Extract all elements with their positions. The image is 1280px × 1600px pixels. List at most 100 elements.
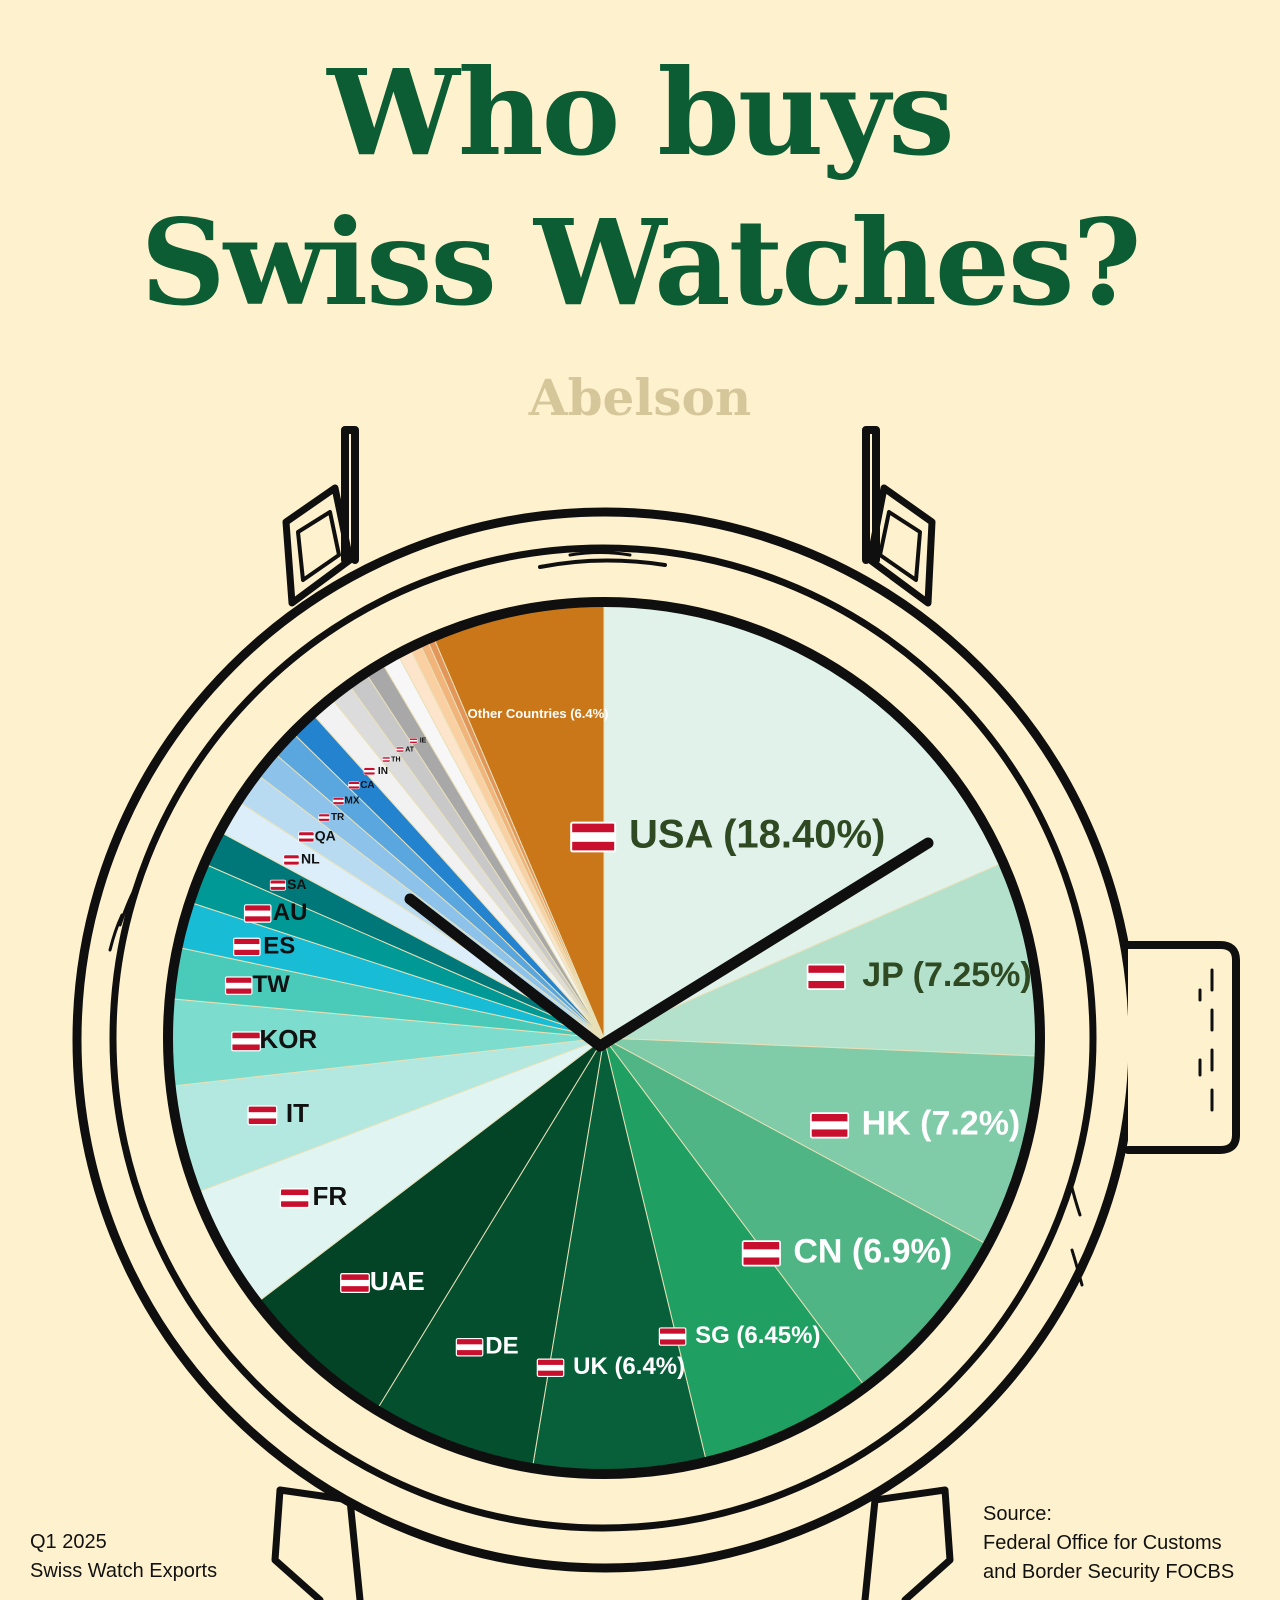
qa-flag-icon-stripe bbox=[298, 835, 315, 839]
pie-label-text-qa: QA bbox=[315, 828, 336, 844]
pie-label-text-other-countries-6-4: Other Countries (6.4%) bbox=[468, 706, 609, 721]
pie-label-text-ca: CA bbox=[360, 780, 374, 791]
brand-logo-text: Abelson bbox=[528, 368, 752, 427]
pie-label-text-uk-6-4: UK (6.4%) bbox=[573, 1353, 685, 1380]
hk-flag-icon-stripe bbox=[810, 1121, 849, 1130]
jp-flag-icon-stripe bbox=[807, 972, 845, 981]
pie-label-text-es: ES bbox=[263, 932, 295, 959]
pie-label-text-de: DE bbox=[485, 1333, 518, 1360]
sg-flag-icon-stripe bbox=[659, 1333, 686, 1340]
cn-flag-icon-stripe bbox=[742, 1249, 781, 1258]
de-flag-icon-stripe bbox=[456, 1344, 483, 1351]
pie-label-cn-6-9: CN (6.9%) bbox=[741, 1232, 952, 1270]
pie-label-usa-18-40: USA (18.40%) bbox=[570, 813, 885, 857]
pie-label-text-tr: TR bbox=[331, 812, 345, 823]
pie-label-th: TH bbox=[382, 756, 401, 763]
mx-flag-icon-stripe bbox=[333, 799, 345, 803]
footer-period: Q1 2025 Swiss Watch Exports bbox=[30, 1528, 217, 1586]
pie-labels: USA (18.40%) JP (7.25%) HK (7.2%) CN (6.9%)… bbox=[224, 706, 1032, 1380]
watch-hands bbox=[404, 837, 934, 1052]
bezel-sketch-4 bbox=[1068, 1178, 1084, 1287]
title-line-1: Who buys bbox=[327, 43, 954, 182]
pie-label-fr: FR bbox=[279, 1181, 347, 1211]
es-flag-icon-stripe bbox=[233, 944, 261, 950]
pie-label-tr: TR bbox=[318, 812, 345, 823]
watch-bezel-inner bbox=[109, 544, 1097, 1532]
tr-flag-icon-stripe bbox=[318, 816, 330, 819]
pie-label-text-tw: TW bbox=[252, 971, 290, 998]
lug-bottom-right bbox=[861, 1486, 954, 1600]
bezel-sketch-3 bbox=[108, 878, 142, 952]
kor-flag-icon-stripe bbox=[231, 1038, 261, 1045]
pie-label-text-fr: FR bbox=[312, 1181, 347, 1211]
pie-label-text-mx: MX bbox=[345, 796, 360, 807]
pie-label-uk-6-4: UK (6.4%) bbox=[536, 1353, 685, 1380]
pie-label-text-uae: UAE bbox=[370, 1266, 425, 1296]
crown-ridges bbox=[1198, 968, 1214, 1112]
title-line-2: Swiss Watches? bbox=[140, 193, 1141, 332]
watch-crown bbox=[1124, 941, 1240, 1154]
pie-label-text-it: IT bbox=[286, 1098, 309, 1128]
lug-top-right-inner bbox=[878, 510, 922, 582]
hour-hand bbox=[404, 893, 606, 1052]
source-line-1: Federal Office for Customs bbox=[983, 1532, 1222, 1554]
pie-label-uae: UAE bbox=[340, 1266, 425, 1296]
minute-hand bbox=[594, 837, 934, 1052]
pie-label-it: IT bbox=[247, 1098, 309, 1128]
pie-label-other-countries-6-4: Other Countries (6.4%) bbox=[468, 706, 609, 721]
subject-text: Swiss Watch Exports bbox=[30, 1560, 218, 1582]
pie-label-sg-6-45: SG (6.45%) bbox=[658, 1322, 820, 1349]
pie-label-sa: SA bbox=[269, 876, 307, 892]
source-label: Source: bbox=[983, 1503, 1052, 1525]
pie-label-es: ES bbox=[233, 932, 295, 959]
pie-label-text-th: TH bbox=[391, 756, 400, 763]
pie-label-qa: QA bbox=[298, 828, 336, 844]
lug-top-left bbox=[282, 484, 354, 607]
pie-label-text-ie: IE bbox=[420, 738, 427, 745]
nl-flag-icon-stripe bbox=[283, 858, 300, 862]
pie-label-au: AU bbox=[243, 899, 308, 926]
pie-label-text-usa-18-40: USA (18.40%) bbox=[629, 813, 885, 857]
pie-label-jp-7-25: JP (7.25%) bbox=[806, 956, 1032, 994]
pie-label-text-at: AT bbox=[405, 746, 415, 753]
pie-label-ca: CA bbox=[348, 780, 375, 791]
period-text: Q1 2025 bbox=[30, 1531, 107, 1553]
page-title: Who buys Swiss Watches? bbox=[0, 38, 1280, 338]
pie-label-text-hk-7-2: HK (7.2%) bbox=[862, 1104, 1021, 1142]
pie-label-text-kor: KOR bbox=[259, 1024, 317, 1054]
pie-label-hk-7-2: HK (7.2%) bbox=[810, 1104, 1021, 1142]
pie-label-at: AT bbox=[395, 746, 415, 753]
pie-label-ie: IE bbox=[409, 738, 427, 745]
fr-flag-icon-stripe bbox=[280, 1195, 309, 1202]
pie-label-text-nl: NL bbox=[301, 851, 320, 867]
us-flag-icon-stripe bbox=[571, 832, 616, 842]
sa-flag-icon-stripe bbox=[270, 883, 286, 887]
pie-label-text-sa: SA bbox=[287, 876, 306, 892]
uk-flag-icon-stripe bbox=[537, 1364, 564, 1371]
lug-top-left-inner bbox=[296, 510, 341, 582]
pie-label-nl: NL bbox=[283, 851, 320, 867]
dial-rim bbox=[163, 597, 1045, 1479]
au-flag-icon-stripe bbox=[244, 910, 271, 917]
at-flag-icon-stripe bbox=[396, 748, 405, 751]
pie-label-text-in: IN bbox=[378, 766, 388, 777]
footer-source: Source: Federal Office for Customs and B… bbox=[983, 1500, 1234, 1587]
ie-flag-icon-stripe bbox=[409, 739, 418, 742]
pie-label-text-jp-7-25: JP (7.25%) bbox=[862, 956, 1031, 994]
pie-label-de: DE bbox=[455, 1333, 519, 1360]
lug-top-right bbox=[866, 484, 936, 607]
bezel-sketch-2 bbox=[568, 551, 632, 557]
bezel-sketch-1 bbox=[538, 558, 667, 569]
lug-bottom-left bbox=[271, 1486, 364, 1600]
source-line-2: and Border Security FOCBS bbox=[983, 1561, 1235, 1583]
pie-label-kor: KOR bbox=[231, 1024, 317, 1054]
pie-label-text-au: AU bbox=[273, 899, 308, 926]
ca-flag-icon-stripe bbox=[348, 784, 360, 787]
th-flag-icon-stripe bbox=[382, 758, 391, 761]
pie-label-text-sg-6-45: SG (6.45%) bbox=[695, 1322, 820, 1349]
in-flag-icon-stripe bbox=[363, 770, 375, 773]
pie-slices bbox=[170, 604, 1038, 1472]
pie-label-in: IN bbox=[363, 766, 388, 777]
pie-label-tw: TW bbox=[224, 971, 290, 998]
